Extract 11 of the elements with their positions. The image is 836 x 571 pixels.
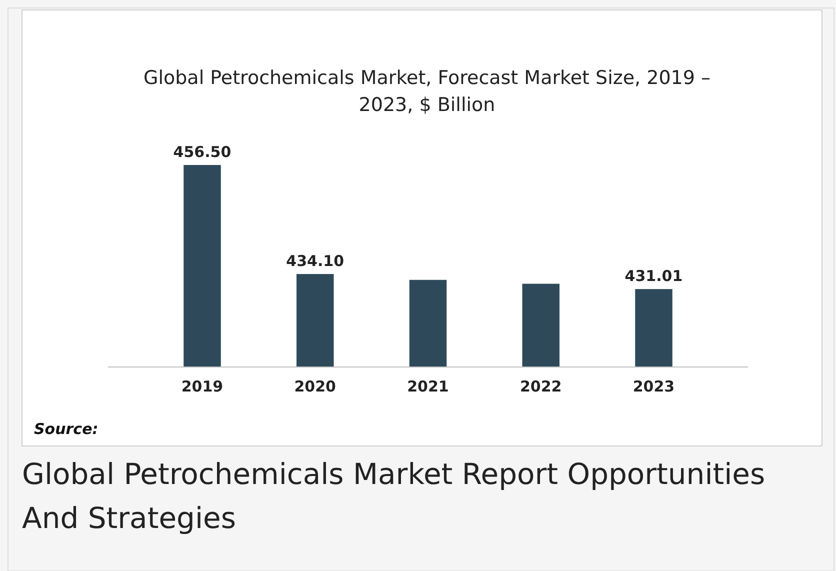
x-tick-label: 2019 (181, 378, 224, 396)
data-label: 456.50 (173, 143, 232, 161)
text: Global Petrochemicals Market Report Opportunities And Strategies (22, 457, 766, 535)
x-tick-label: 2020 (294, 378, 336, 396)
x-tick-label: 2021 (407, 378, 449, 396)
data-label: 434.10 (286, 252, 344, 270)
chart-title: Global Petrochemicals Market, Forecast Market Size, 2019 – 2023, $ Billion (143, 67, 711, 116)
x-tick-label: 2023 (632, 378, 675, 396)
data-label: 431.01 (624, 267, 683, 286)
source-note: Source: (34, 420, 98, 438)
x-tick-label: 2022 (520, 378, 562, 396)
